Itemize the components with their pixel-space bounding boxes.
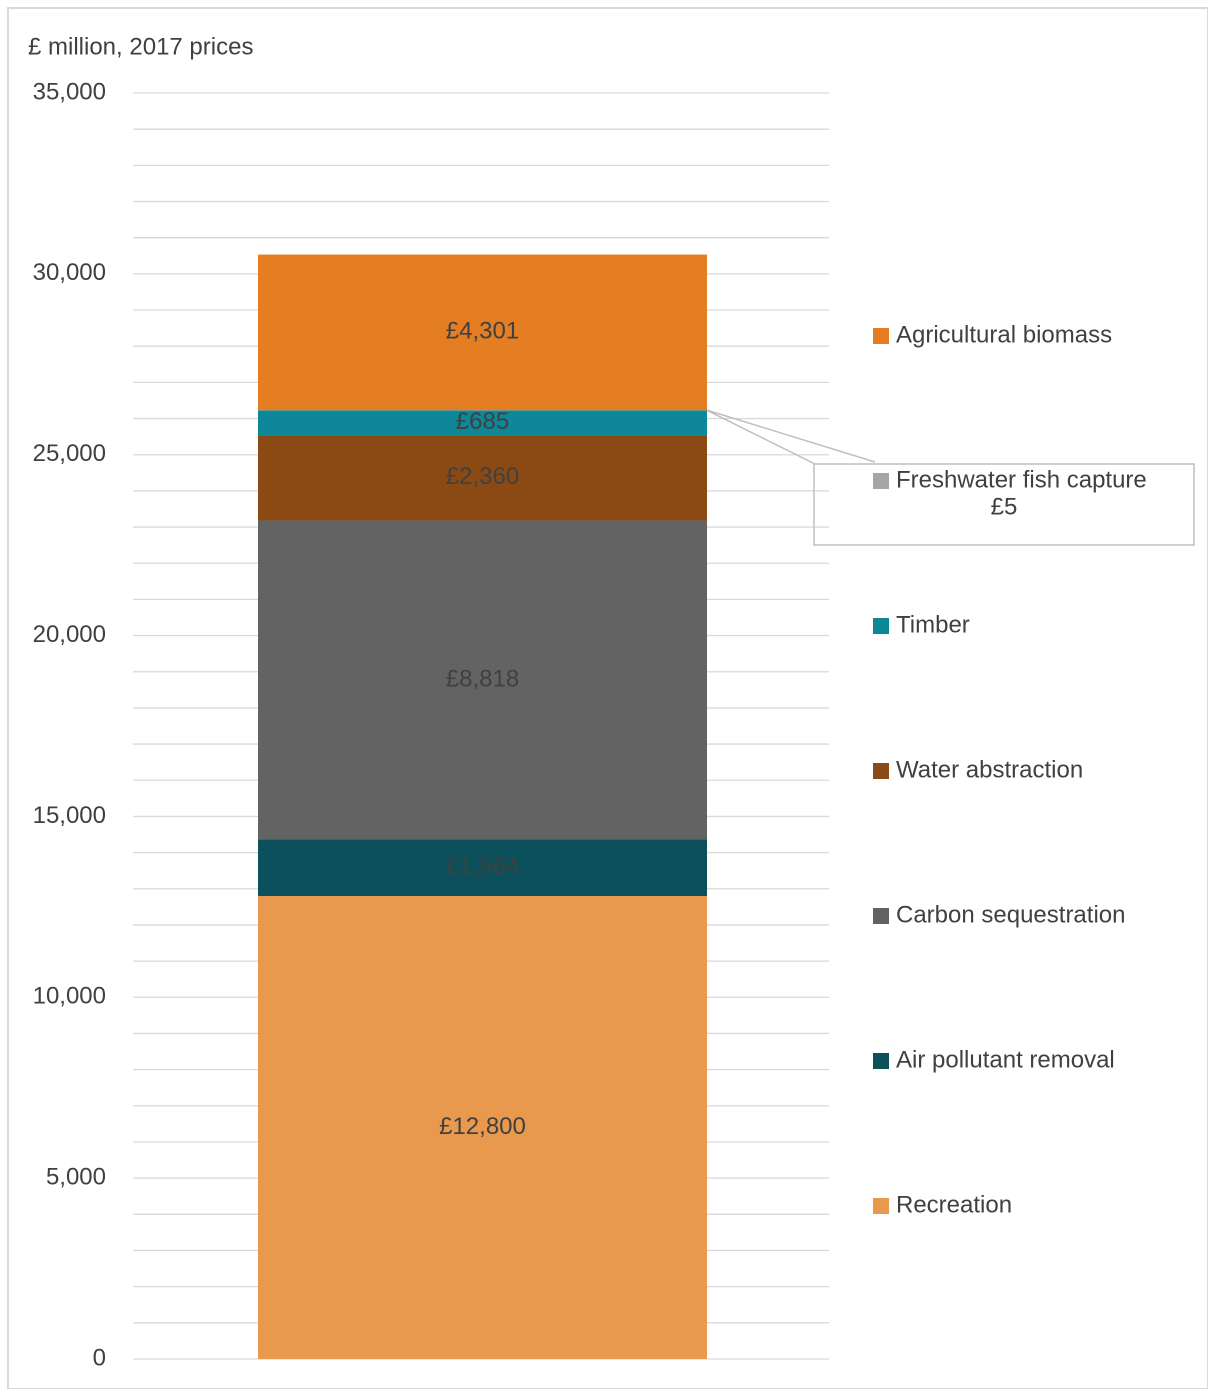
legend-swatch: [873, 763, 889, 779]
y-tick-label: 15,000: [33, 802, 106, 829]
data-label: £685: [456, 408, 509, 435]
legend-label: Recreation: [896, 1191, 1012, 1218]
legend-swatch: [873, 328, 889, 344]
data-label: £2,360: [446, 463, 519, 490]
data-label: £5: [991, 493, 1018, 520]
bar-segment: [258, 435, 707, 521]
bar-segment: [258, 254, 707, 411]
y-tick-label: 5,000: [46, 1163, 106, 1190]
callout-box: [813, 463, 1195, 546]
bar-segment: [258, 839, 707, 897]
bar-segment: [258, 410, 707, 436]
y-axis-title: £ million, 2017 prices: [28, 33, 253, 60]
y-tick-label: 25,000: [33, 440, 106, 467]
data-label: £12,800: [439, 1113, 526, 1140]
data-label: £4,301: [446, 318, 519, 345]
bar-segment: [258, 520, 707, 840]
legend-label: Air pollutant removal: [896, 1046, 1115, 1073]
legend-label: Water abstraction: [896, 756, 1083, 783]
data-label: £8,818: [446, 665, 519, 692]
legend-swatch: [873, 908, 889, 924]
legend-label: Freshwater fish capture: [896, 466, 1147, 493]
y-tick-label: 0: [93, 1344, 106, 1371]
y-tick-label: 20,000: [33, 621, 106, 648]
leader-line: [706, 409, 876, 463]
legend-swatch: [873, 618, 889, 634]
leader-line: [706, 409, 816, 465]
data-label: £1,564: [446, 853, 519, 880]
legend-label: Carbon sequestration: [896, 901, 1125, 928]
y-tick-label: 30,000: [33, 259, 106, 286]
legend-swatch: [873, 1198, 889, 1214]
legend-swatch: [873, 1053, 889, 1069]
y-tick-label: 35,000: [33, 78, 106, 105]
legend-label: Timber: [896, 611, 970, 638]
bar-segment: [258, 896, 707, 1359]
y-tick-label: 10,000: [33, 983, 106, 1010]
legend-label: Agricultural biomass: [896, 321, 1112, 348]
legend-swatch: [873, 473, 889, 489]
